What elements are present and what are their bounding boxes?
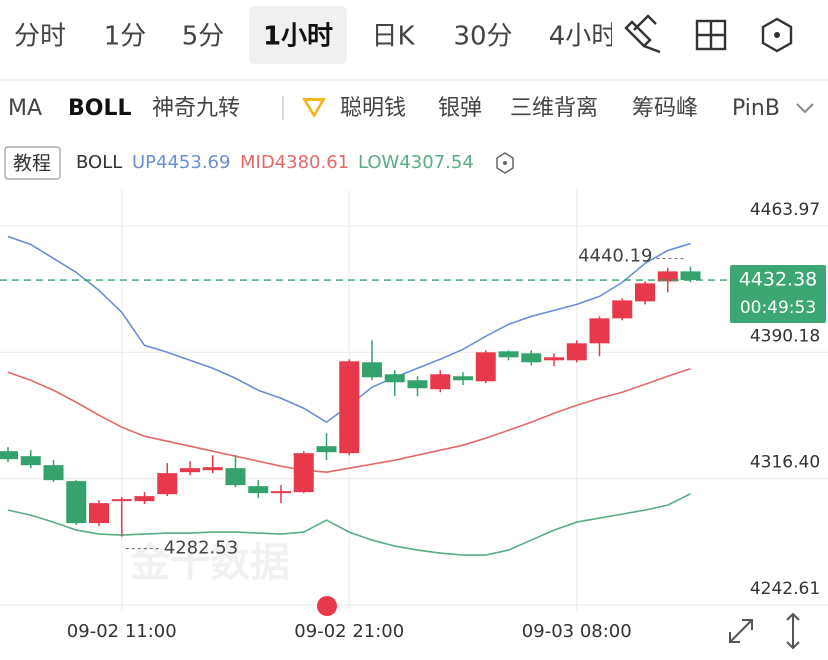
tab[interactable]: 分时 <box>14 22 66 52</box>
x-tick-label: 09-02 11:00 <box>67 621 177 642</box>
watermark: 金十数据 <box>129 540 290 586</box>
candle-body <box>362 362 382 378</box>
low-label: 4282.53 <box>164 538 238 559</box>
candle-body <box>248 486 269 494</box>
candle-body <box>111 499 132 502</box>
candle-body <box>498 351 519 358</box>
legend-value: 4380.61 <box>275 152 349 173</box>
overlay: 4463.97 4390.18 4316.40 4242.61 09-02 11:00 0… <box>0 200 826 642</box>
candle-body <box>0 451 18 460</box>
boll-line <box>7 367 691 473</box>
candle-body <box>157 473 178 495</box>
fullscreen-icon[interactable] <box>729 619 753 643</box>
scale-icon[interactable] <box>786 612 800 650</box>
x-tick-label: 09-03 08:00 <box>522 621 632 642</box>
y-tick-label: 4316.40 <box>750 453 820 473</box>
grid <box>0 190 828 610</box>
indicator-tab[interactable]: PinB <box>732 96 780 121</box>
legend-value: 4307.54 <box>399 152 473 173</box>
active-tab-bg <box>249 6 347 64</box>
legend-value: 4453.69 <box>156 152 230 173</box>
high-label: 4440.19 <box>578 246 652 267</box>
legend-entry: LOW4307.54 <box>358 152 474 173</box>
legend-settings-icon[interactable] <box>496 152 514 174</box>
tab-bar: 分时 1分 5分 1小时 日K 30分 4小时 <box>14 22 618 52</box>
toolbar-icons <box>624 14 793 54</box>
candle-body <box>566 343 587 361</box>
candle-body <box>589 318 610 344</box>
candle-body <box>43 465 64 481</box>
legend: UP4453.69 MID4380.61 LOW4307.54 <box>132 152 474 173</box>
draw-tool-icon[interactable] <box>624 14 661 54</box>
candle-body <box>225 468 246 486</box>
event-marker[interactable] <box>317 596 337 616</box>
y-tick-label: 4390.18 <box>750 326 820 346</box>
candle-body <box>339 361 360 454</box>
legend-entry: UP4453.69 <box>132 152 230 173</box>
indicator-tab[interactable]: 神奇九转 <box>152 96 240 121</box>
candle-body <box>202 467 223 471</box>
legend-name: UP <box>132 152 156 173</box>
candle-body <box>134 496 155 502</box>
candle-body <box>475 352 496 382</box>
candle-body <box>271 491 291 494</box>
candle-body <box>20 456 41 466</box>
expand-chevron[interactable] <box>796 103 814 114</box>
indicator-tab[interactable]: BOLL <box>68 96 132 121</box>
layout-icon[interactable] <box>695 19 727 51</box>
indicator-tab[interactable]: 筹码峰 <box>632 96 698 121</box>
candle-body <box>407 380 428 389</box>
smart-money-icon <box>302 98 326 118</box>
candle-body <box>384 374 405 383</box>
plot-area <box>0 235 701 556</box>
candle-body <box>657 271 678 282</box>
indicator-name: BOLL <box>76 152 122 173</box>
last-price-label: 4432.38 <box>739 269 818 291</box>
candle-body <box>680 271 701 281</box>
tab[interactable]: 1小时 <box>263 22 333 52</box>
indicator-tab[interactable]: 聪明钱 <box>340 96 406 121</box>
legend-name: LOW <box>358 152 400 173</box>
y-tick-label: 4242.61 <box>750 579 820 599</box>
x-tick-label: 09-02 21:00 <box>294 621 404 642</box>
candle-body <box>635 283 655 302</box>
tab[interactable]: 4小时 <box>549 22 618 52</box>
candle-body <box>89 503 109 524</box>
tab[interactable]: 30分 <box>453 22 512 52</box>
candle-body <box>66 481 87 524</box>
settings-icon[interactable] <box>761 17 793 53</box>
legend-name: MID <box>240 152 275 173</box>
indicator-tab[interactable]: 三维背离 <box>510 96 598 121</box>
tutorial-button[interactable] <box>4 146 61 180</box>
last-price-box <box>730 265 826 324</box>
candle-body <box>453 376 473 381</box>
tab[interactable]: 日K <box>371 22 415 52</box>
indicator-tab[interactable]: MA <box>8 96 42 121</box>
candle-body <box>180 468 200 473</box>
candle-body <box>612 300 633 319</box>
candle-body <box>430 374 451 390</box>
tutorial-label[interactable]: 教程 <box>13 153 51 175</box>
countdown: 00:49:53 <box>740 298 816 318</box>
indicator-tab[interactable]: 银弹 <box>438 96 482 121</box>
candle-body <box>293 453 314 493</box>
candle-body <box>316 446 337 453</box>
candle-body <box>521 353 542 363</box>
legend-entry: MID4380.61 <box>240 152 349 173</box>
tab[interactable]: 1分 <box>104 22 147 52</box>
chart-controls <box>729 612 800 650</box>
candle-body <box>544 357 564 361</box>
indicator-bar: MA BOLL 神奇九转 聪明钱 银弹 三维背离 筹码峰 PinB <box>8 96 780 121</box>
tab[interactable]: 5分 <box>182 22 225 52</box>
y-tick-label: 4463.97 <box>750 200 820 220</box>
